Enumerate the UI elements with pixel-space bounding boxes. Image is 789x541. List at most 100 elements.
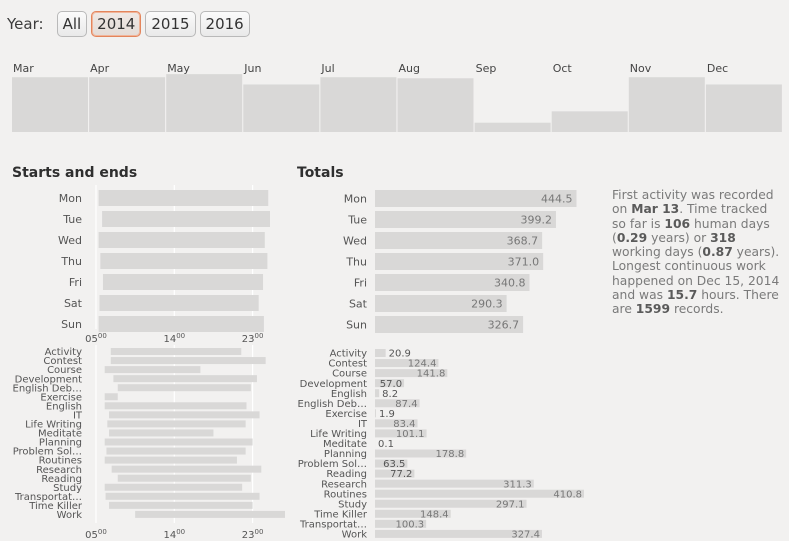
working-days: 318 <box>710 230 736 245</box>
value-label: 1.9 <box>379 409 395 420</box>
summary-part: years). <box>732 245 780 260</box>
total-bar <box>375 379 405 388</box>
month-label: Mar <box>13 62 34 75</box>
range-bar <box>104 366 201 374</box>
summary-text: First activity was recorded on Mar 13. T… <box>612 188 784 317</box>
category-label: Fri <box>354 276 367 289</box>
total-bar <box>375 253 544 270</box>
tick-suffix: 00 <box>255 332 264 340</box>
weekday-totals-chart: Mon 444.5 Tue 399.2 Wed 368.7 Thu 371.0 Fri 340.8… <box>343 190 577 333</box>
year-button-all[interactable]: All <box>56 11 88 37</box>
value-label: 178.8 <box>436 449 465 460</box>
value-label: 290.3 <box>471 297 503 310</box>
category-label: Wed <box>58 234 82 247</box>
category-label: Fri <box>69 276 82 289</box>
total-bar <box>375 489 584 498</box>
value-label: 8.2 <box>382 389 398 400</box>
total-bar <box>375 399 420 408</box>
total-bar <box>375 232 543 249</box>
range-bar <box>104 393 118 401</box>
total-bar <box>375 499 527 508</box>
value-label: 0.1 <box>378 439 394 450</box>
category-label: English Deb… <box>13 383 83 394</box>
human-days: 106 <box>664 216 691 231</box>
tick-suffix: 00 <box>98 528 107 536</box>
longest-hours: 15.7 <box>666 288 698 303</box>
tick-suffix: 00 <box>98 332 107 340</box>
category-label: Activity <box>45 347 82 358</box>
range-bar <box>100 253 268 269</box>
month-label: Jul <box>320 62 334 75</box>
range-bar <box>117 384 251 392</box>
total-bar <box>375 429 427 438</box>
total-bar <box>375 529 542 538</box>
category-label: English <box>46 401 82 412</box>
category-label: Contest <box>43 356 82 367</box>
total-bar <box>375 389 380 398</box>
category-label: Meditate <box>323 439 367 450</box>
range-bar <box>102 274 264 290</box>
tick-label: 1400 <box>163 528 185 541</box>
year-button-2014[interactable]: 2014 <box>91 11 142 37</box>
month-label: May <box>167 62 190 75</box>
month-label: Jun <box>243 62 261 75</box>
value-label: 100.3 <box>396 519 425 530</box>
category-label: Study <box>53 483 82 494</box>
category-label: Sat <box>349 297 368 310</box>
total-bar <box>375 211 556 228</box>
value-label: 444.5 <box>541 192 573 205</box>
year-button-2016[interactable]: 2016 <box>199 11 250 37</box>
range-bar <box>110 357 266 365</box>
category-label: Life Writing <box>25 420 82 431</box>
starts-ends-title: Starts and ends <box>12 165 138 181</box>
category-label: Development <box>300 379 367 390</box>
year-button-2015[interactable]: 2015 <box>145 11 196 37</box>
category-label: Problem Sol… <box>13 447 82 458</box>
range-bar <box>109 429 214 437</box>
range-bar <box>98 316 264 332</box>
month-label: Nov <box>630 62 652 75</box>
category-label: Planning <box>324 449 367 460</box>
category-label: Sat <box>64 297 83 310</box>
month-bar <box>474 122 551 132</box>
category-label: Transportat… <box>299 519 367 530</box>
value-label: 63.5 <box>383 459 405 470</box>
range-bar <box>104 483 243 491</box>
category-label: Time Killer <box>28 501 83 512</box>
summary-part: Longest continuous work happened on Dec … <box>612 259 780 303</box>
month-label: Apr <box>90 62 110 75</box>
month-label: Aug <box>399 62 420 75</box>
month-bar <box>89 77 166 132</box>
summary-part: records. <box>670 302 724 317</box>
value-label: 368.7 <box>507 234 539 247</box>
month-bar <box>12 77 88 132</box>
category-label: Mon <box>344 192 367 205</box>
human-years: 0.29 <box>616 230 648 245</box>
category-label: Tue <box>62 213 82 226</box>
category-label: Work <box>342 530 368 541</box>
total-bar <box>375 449 467 458</box>
tick-label: 2300 <box>242 332 264 345</box>
total-bar <box>375 369 448 378</box>
range-bar <box>104 402 247 410</box>
category-label: Problem Sol… <box>298 459 367 470</box>
total-bar <box>375 479 534 488</box>
month-bar <box>628 77 705 132</box>
category-label: IT <box>73 410 83 421</box>
value-label: 57.0 <box>380 379 402 390</box>
category-label: English Deb… <box>298 399 368 410</box>
range-bar <box>135 510 285 518</box>
category-label: Work <box>57 510 83 521</box>
value-label: 311.3 <box>503 479 532 490</box>
range-bar <box>104 456 237 464</box>
category-label: Wed <box>343 234 367 247</box>
summary-part: . Time tracked so far is <box>612 202 768 231</box>
tick-label: 0500 <box>85 332 107 345</box>
month-bar <box>243 84 320 132</box>
tick-suffix: 00 <box>176 528 185 536</box>
totals-title: Totals <box>297 165 344 181</box>
value-label: 77.2 <box>390 469 412 480</box>
total-bar <box>375 459 408 468</box>
value-label: 83.4 <box>393 419 415 430</box>
